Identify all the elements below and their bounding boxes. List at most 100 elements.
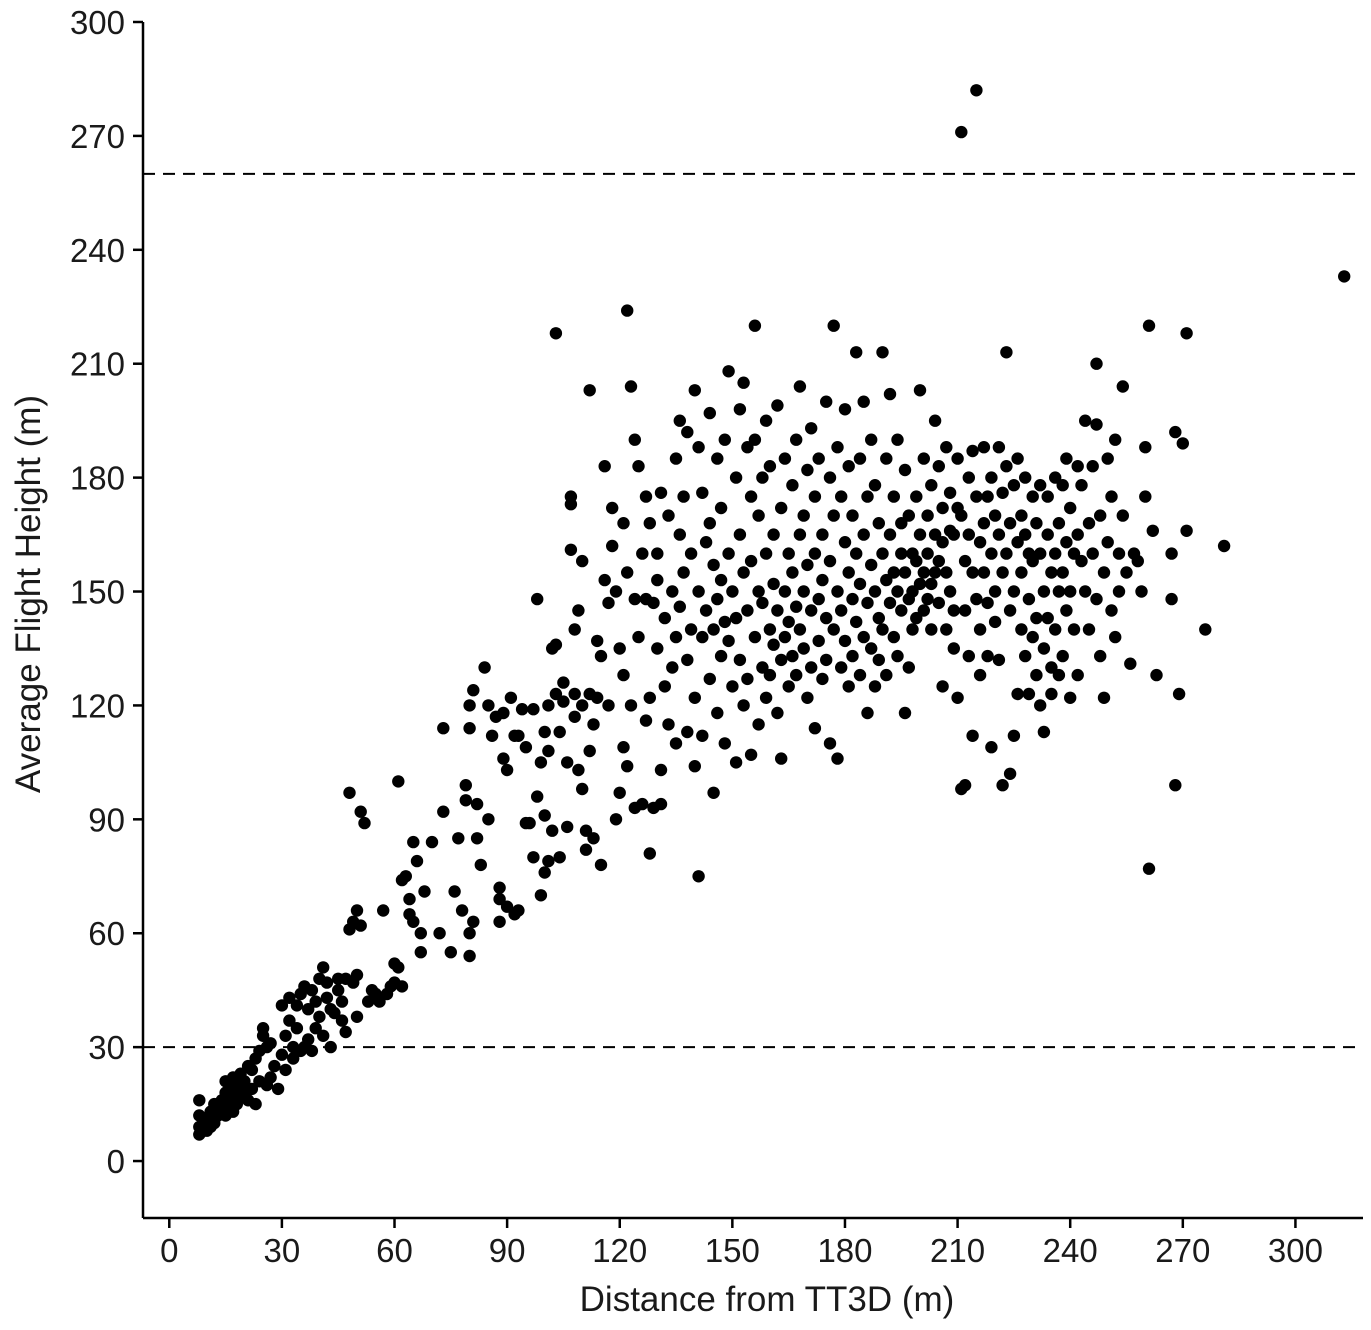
data-point bbox=[684, 623, 698, 636]
data-point bbox=[699, 604, 713, 617]
data-point bbox=[290, 1021, 304, 1035]
data-point bbox=[737, 566, 750, 579]
data-point bbox=[463, 699, 476, 712]
y-tick-label: 300 bbox=[70, 4, 125, 41]
data-point bbox=[538, 809, 551, 822]
data-point bbox=[410, 854, 424, 868]
data-point bbox=[951, 691, 964, 704]
data-point bbox=[328, 1006, 341, 1020]
data-point bbox=[767, 577, 780, 591]
data-point bbox=[324, 1040, 337, 1054]
data-point bbox=[647, 596, 660, 610]
data-point bbox=[805, 422, 818, 435]
data-point bbox=[583, 744, 596, 758]
data-point bbox=[733, 653, 747, 667]
data-point bbox=[748, 433, 762, 446]
data-point bbox=[594, 649, 608, 663]
data-point bbox=[568, 710, 581, 723]
data-point bbox=[437, 722, 450, 735]
data-point bbox=[264, 1071, 277, 1084]
data-point bbox=[1139, 490, 1152, 503]
data-point bbox=[992, 441, 1006, 454]
data-point bbox=[455, 904, 469, 917]
data-point bbox=[542, 854, 555, 868]
data-point bbox=[677, 490, 690, 503]
data-point bbox=[865, 642, 878, 655]
y-tick-label: 120 bbox=[70, 687, 125, 724]
data-point bbox=[1180, 327, 1193, 340]
data-point bbox=[643, 691, 656, 704]
data-point bbox=[576, 699, 589, 712]
data-point bbox=[621, 304, 634, 317]
data-point bbox=[666, 585, 679, 598]
data-point bbox=[290, 999, 304, 1012]
data-point bbox=[823, 554, 837, 568]
data-point bbox=[846, 592, 859, 606]
data-point bbox=[621, 566, 634, 579]
data-point bbox=[853, 577, 867, 591]
y-tick-label: 210 bbox=[70, 346, 125, 383]
data-point bbox=[962, 649, 975, 663]
data-point bbox=[913, 577, 927, 591]
data-point bbox=[883, 387, 897, 401]
data-point bbox=[970, 490, 983, 503]
data-point bbox=[928, 528, 942, 541]
data-point bbox=[1056, 479, 1069, 492]
data-point bbox=[1000, 547, 1013, 560]
data-point bbox=[988, 585, 1002, 598]
data-point bbox=[703, 672, 716, 686]
data-point bbox=[463, 722, 476, 735]
data-point bbox=[407, 915, 420, 928]
data-point bbox=[880, 573, 893, 587]
data-point bbox=[305, 984, 319, 997]
data-point bbox=[1000, 460, 1013, 473]
data-point bbox=[613, 642, 626, 655]
data-point bbox=[759, 414, 773, 427]
data-point bbox=[981, 490, 994, 503]
data-point bbox=[305, 1044, 319, 1058]
data-point bbox=[921, 547, 934, 560]
data-point bbox=[527, 851, 540, 864]
data-point bbox=[692, 441, 705, 454]
data-point bbox=[249, 1097, 262, 1111]
data-point bbox=[617, 741, 630, 754]
data-point bbox=[275, 999, 289, 1012]
x-tick-label: 30 bbox=[264, 1232, 301, 1269]
data-point bbox=[335, 995, 349, 1008]
data-point bbox=[632, 630, 645, 644]
data-point bbox=[797, 642, 810, 655]
data-point bbox=[793, 528, 807, 541]
data-point bbox=[940, 566, 953, 579]
data-point bbox=[1026, 554, 1039, 568]
data-point bbox=[531, 592, 544, 606]
data-point bbox=[729, 756, 743, 769]
data-point bbox=[898, 463, 912, 477]
x-axis-title: Distance from TT3D (m) bbox=[580, 1280, 955, 1319]
data-point bbox=[1097, 691, 1111, 704]
data-point bbox=[662, 718, 675, 731]
data-point bbox=[917, 566, 930, 579]
data-point bbox=[350, 1010, 364, 1023]
data-point bbox=[403, 892, 416, 906]
data-point bbox=[943, 486, 957, 499]
data-point bbox=[1052, 668, 1066, 682]
data-point bbox=[467, 915, 480, 928]
data-point bbox=[748, 319, 762, 332]
data-point bbox=[744, 490, 758, 503]
data-point bbox=[1052, 517, 1066, 530]
y-axis-title: Average Flight Height (m) bbox=[9, 395, 48, 793]
data-point bbox=[1022, 592, 1036, 606]
data-point bbox=[692, 585, 705, 598]
data-point bbox=[602, 699, 615, 712]
data-point bbox=[932, 596, 945, 610]
data-point bbox=[861, 706, 874, 720]
data-point bbox=[1041, 528, 1054, 541]
data-point bbox=[831, 585, 844, 598]
data-point bbox=[1049, 623, 1062, 636]
data-point bbox=[549, 327, 563, 340]
data-point bbox=[872, 653, 885, 667]
data-point bbox=[958, 554, 972, 568]
data-point bbox=[718, 737, 731, 750]
data-point bbox=[1169, 779, 1182, 792]
data-point bbox=[512, 904, 525, 917]
